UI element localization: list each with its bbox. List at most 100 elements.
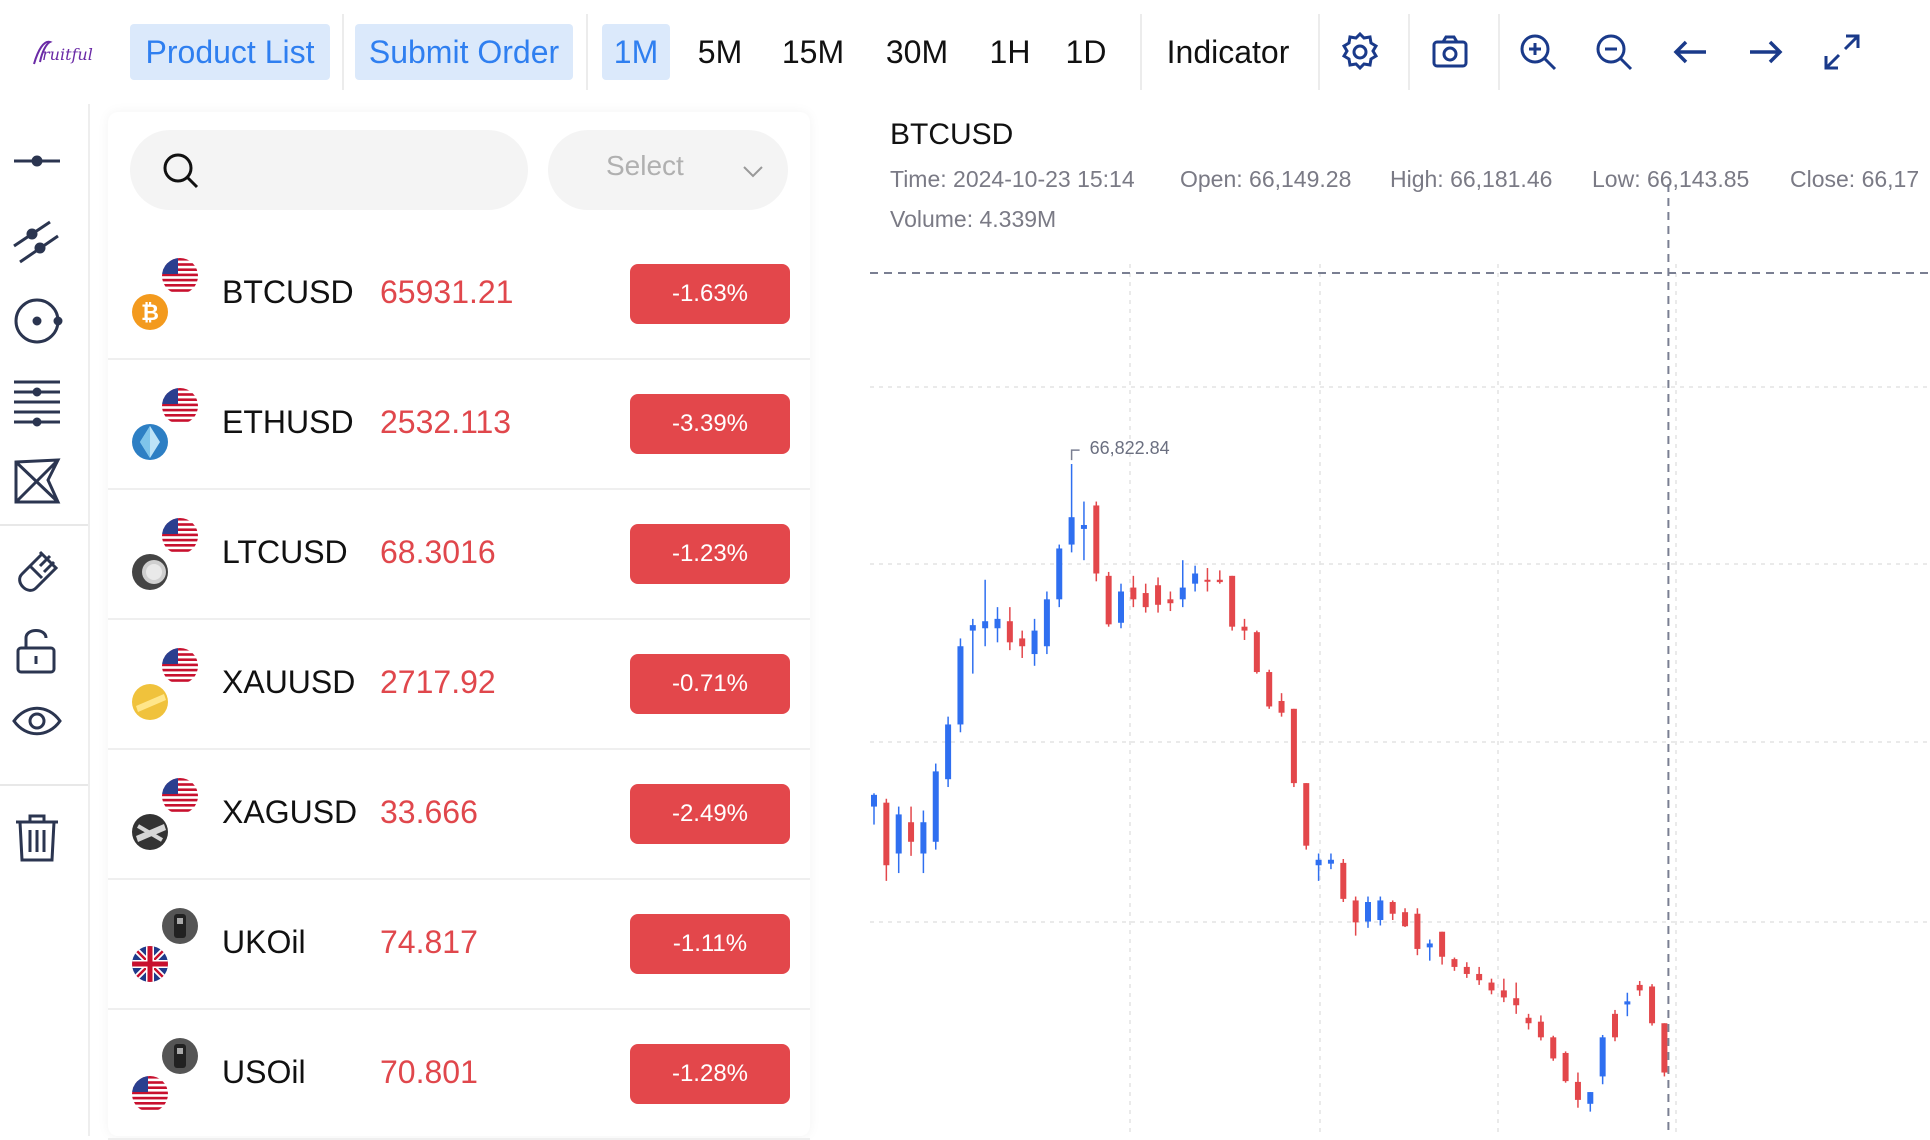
candle-body (1426, 943, 1433, 948)
candle-body (1402, 912, 1409, 927)
product-symbol: ETHUSD (222, 404, 354, 440)
product-price: 70.801 (380, 1054, 478, 1090)
gear-icon[interactable] (1336, 28, 1384, 76)
svg-text:₿: ₿ (141, 301, 159, 326)
change-badge[interactable]: -1.28% (630, 1044, 790, 1104)
candle-body (1105, 575, 1112, 625)
horizontal-line-icon[interactable] (10, 134, 64, 188)
product-row-ukoil[interactable]: UKOil 74.817 -1.11% (108, 880, 810, 1010)
candlestick-plot[interactable]: 66,822.84 (830, 104, 1930, 1136)
candle-body (883, 802, 890, 866)
zoom-out-icon[interactable] (1590, 28, 1638, 76)
candle-body (1019, 638, 1026, 647)
divider (1498, 14, 1500, 90)
divider (1140, 14, 1142, 90)
product-symbol: XAGUSD (222, 794, 358, 830)
product-row-ethusd[interactable]: ETHUSD 2532.113 -3.39% (108, 360, 810, 490)
circle-icon[interactable] (10, 294, 64, 348)
product-row-btcusd[interactable]: ₿ BTCUSD 65931.21 -1.63% (108, 230, 810, 360)
product-price: 33.666 (380, 794, 478, 830)
candle-body (1006, 621, 1013, 643)
period-1d-button[interactable]: 1D (1065, 34, 1107, 70)
candle-body (1599, 1037, 1606, 1077)
arrow-right-icon[interactable] (1742, 28, 1790, 76)
period-5m-button[interactable]: 5M (697, 34, 743, 70)
change-badge[interactable]: -1.63% (630, 264, 790, 324)
product-symbol: XAUUSD (222, 664, 356, 700)
product-row-ltcusd[interactable]: LTCUSD 68.3016 -1.23% (108, 490, 810, 620)
fullscreen-icon[interactable] (1818, 28, 1866, 76)
candle-body (1612, 1013, 1618, 1038)
candle-body (1093, 505, 1100, 574)
product-price: 68.3016 (380, 534, 496, 570)
change-badge[interactable]: -0.71% (630, 654, 790, 714)
change-badge[interactable]: -1.23% (630, 524, 790, 584)
change-badge[interactable]: -2.49% (630, 784, 790, 844)
select-label: Select (606, 150, 684, 181)
period-1m-button[interactable]: 1M (602, 24, 670, 80)
candle-body (1204, 579, 1211, 582)
chevron-down-icon (743, 166, 763, 178)
change-badge[interactable]: -3.39% (630, 394, 790, 454)
candle-body (1340, 862, 1347, 899)
candle-body (1179, 587, 1186, 600)
divider (342, 14, 344, 90)
divider (586, 14, 588, 90)
product-list-button[interactable]: Product List (130, 24, 330, 80)
candle-body (1130, 587, 1137, 600)
candle-body (969, 625, 976, 631)
drawing-tool-rail (0, 104, 90, 1136)
period-30m-button[interactable]: 30M (885, 34, 949, 70)
candle-body (1266, 672, 1273, 707)
candle-body (1031, 630, 1038, 655)
indicator-button[interactable]: Indicator (1166, 34, 1290, 70)
arrow-left-icon[interactable] (1666, 28, 1714, 76)
candle-body (871, 794, 877, 807)
candle-body (1080, 525, 1087, 529)
candle-body (1142, 593, 1149, 608)
candle-body (1439, 931, 1446, 957)
zoom-in-icon[interactable] (1514, 28, 1562, 76)
polygon-icon[interactable] (10, 454, 64, 508)
oil-uk-flag-icon (130, 906, 200, 984)
candle-body (1463, 966, 1470, 974)
parallel-channel-icon[interactable] (10, 214, 64, 268)
unlock-icon[interactable] (10, 624, 64, 678)
candle-body (1649, 986, 1656, 1024)
change-badge[interactable]: -1.11% (630, 914, 790, 974)
product-price: 74.817 (380, 924, 478, 960)
silver-us-flag-icon (130, 776, 200, 854)
search-box[interactable] (130, 130, 528, 210)
candle-body (1500, 990, 1507, 998)
candle-body (982, 621, 989, 629)
camera-icon[interactable] (1426, 28, 1474, 76)
top-toolbar: ruitful Product List Submit Order 1M 5M … (0, 0, 1930, 104)
product-price: 2717.92 (380, 664, 496, 700)
fibonacci-icon[interactable] (10, 374, 64, 428)
submit-order-button[interactable]: Submit Order (355, 24, 573, 80)
period-1h-button[interactable]: 1H (989, 34, 1031, 70)
trash-icon[interactable] (10, 810, 64, 864)
product-row-xagusd[interactable]: XAGUSD 33.666 -2.49% (108, 750, 810, 880)
candle-body (1537, 1021, 1544, 1038)
product-row-xauusd[interactable]: XAUUSD 2717.92 -0.71% (108, 620, 810, 750)
candle-body (1192, 573, 1199, 584)
candle-body (1525, 1017, 1532, 1024)
search-input[interactable] (216, 148, 506, 192)
candle-body (945, 724, 952, 780)
ohlc-close: Close: 66,17 (1790, 166, 1920, 192)
candle-body (1476, 973, 1483, 981)
gold-us-flag-icon (130, 646, 200, 724)
candle-body (1068, 517, 1075, 545)
period-15m-button[interactable]: 15M (781, 34, 845, 70)
candle-body (1216, 579, 1223, 583)
eye-icon[interactable] (10, 694, 64, 748)
product-price: 65931.21 (380, 274, 514, 310)
category-select[interactable]: Select (548, 130, 788, 210)
bitcoin-us-flag-icon: ₿ (130, 256, 200, 334)
candle-body (1327, 859, 1334, 864)
candle-body (1550, 1037, 1557, 1059)
product-row-usoil[interactable]: USOil 70.801 -1.28% (108, 1010, 810, 1140)
magnet-icon[interactable] (10, 544, 64, 598)
price-chart[interactable]: 66,822.84 BTCUSD Time: 2024-10-23 15:14 … (830, 104, 1930, 1136)
